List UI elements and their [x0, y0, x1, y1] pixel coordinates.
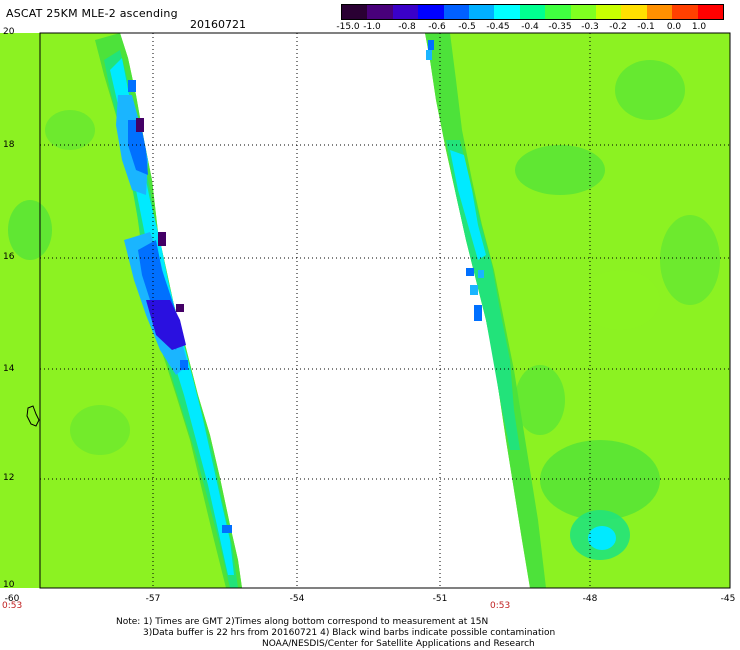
right-green-patch — [660, 215, 720, 305]
colorbar-segment — [672, 5, 698, 19]
right-green-patch — [515, 145, 605, 195]
colorbar-tick-label: -15.0 — [336, 22, 360, 32]
colorbar-segment — [443, 5, 470, 19]
left-green-patch — [70, 405, 130, 455]
right-swath-cyan — [450, 150, 486, 260]
colorbar-segment — [646, 5, 673, 19]
left-blue-north — [128, 120, 148, 175]
island-outline — [26, 405, 40, 427]
left-blue-cell — [180, 360, 188, 370]
lat-label-18: 18 — [3, 140, 15, 150]
colorbar-segment — [342, 5, 368, 19]
left-indigo-cell — [176, 304, 184, 312]
colorbar-tick-label: -0.2 — [609, 22, 627, 32]
map-title: ASCAT 25KM MLE-2 ascending — [6, 7, 178, 20]
lat-label-20: 20 — [3, 27, 15, 37]
lat-label-14: 14 — [3, 364, 15, 374]
colorbar-segment — [545, 5, 571, 19]
left-swath — [0, 33, 242, 588]
right-cyan-patch — [588, 526, 616, 550]
colorbar-tick-label: -0.1 — [637, 22, 655, 32]
right-lightblue-cell — [478, 270, 484, 278]
right-base-patch — [580, 270, 660, 330]
lon-label-57: -57 — [145, 594, 161, 604]
colorbar-tick-label: -0.45 — [486, 22, 510, 32]
left-indigo-cell — [158, 232, 166, 246]
colorbar-segment — [494, 5, 520, 19]
left-blue-cell — [222, 525, 232, 533]
lon-label-60: -60 — [4, 594, 20, 604]
right-lightblue-cell — [426, 50, 432, 60]
right-blue-cell — [428, 40, 434, 50]
colorbar-tick-label: -1.0 — [363, 22, 381, 32]
left-green-patch — [45, 110, 95, 150]
colorbar-segment — [519, 5, 546, 19]
note-line-2: 3)Data buffer is 22 hrs from 20160721 4)… — [143, 628, 556, 638]
colorbar-segment — [621, 5, 647, 19]
right-blue-cell — [474, 305, 482, 321]
colorbar-tick-label: 1.0 — [691, 22, 707, 32]
colorbar-segment — [418, 5, 444, 19]
note-line-1: Note: 1) Times are GMT 2)Times along bot… — [116, 617, 489, 627]
right-swath-teal — [446, 140, 520, 450]
colorbar-segment — [596, 5, 622, 19]
colorbar — [341, 4, 724, 20]
colorbar-tick-label: 0.0 — [666, 22, 682, 32]
lat-label-10: 10 — [3, 580, 15, 590]
lat-label-12: 12 — [3, 473, 15, 483]
right-green-patch — [615, 60, 685, 120]
colorbar-segment — [367, 5, 393, 19]
left-deepblue-mid — [146, 300, 186, 350]
map-frame — [39, 32, 731, 589]
colorbar-tick-label: -0.35 — [548, 22, 572, 32]
lat-label-16: 16 — [3, 252, 15, 262]
colorbar-tick-label: -0.4 — [521, 22, 539, 32]
left-indigo-cell — [136, 118, 144, 132]
right-blue-cell — [466, 268, 474, 276]
colorbar-segment — [697, 5, 724, 19]
right-green-patch — [540, 440, 660, 520]
colorbar-tick-label: -0.5 — [458, 22, 476, 32]
right-lightblue-cell — [470, 285, 478, 295]
left-green-patch — [8, 200, 52, 260]
left-blue-cell — [128, 80, 136, 92]
map-date: 20160721 — [190, 18, 246, 31]
lon-label-54: -54 — [289, 594, 305, 604]
note-line-3: NOAA/NESDIS/Center for Satellite Applica… — [262, 639, 535, 649]
lon-label-48: -48 — [582, 594, 598, 604]
colorbar-tick-label: -0.6 — [428, 22, 446, 32]
colorbar-tick-label: -0.8 — [398, 22, 416, 32]
colorbar-segment — [469, 5, 495, 19]
lon-label-51: -51 — [432, 594, 448, 604]
lon-label-45: -45 — [720, 594, 736, 604]
right-green-patch — [515, 365, 565, 435]
swath-layer — [0, 33, 730, 588]
pass-time-left: 0:53 — [2, 601, 23, 611]
pass-time-right: 0:53 — [490, 601, 511, 611]
colorbar-labels: -15.0 -1.0 -0.8 -0.6 -0.5 -0.45 -0.4 -0.35 -0.3-… — [320, 22, 740, 34]
graticule — [40, 33, 730, 588]
colorbar-segment — [570, 5, 597, 19]
colorbar-tick-label: -0.3 — [581, 22, 599, 32]
colorbar-segment — [392, 5, 419, 19]
right-swath — [425, 33, 730, 588]
